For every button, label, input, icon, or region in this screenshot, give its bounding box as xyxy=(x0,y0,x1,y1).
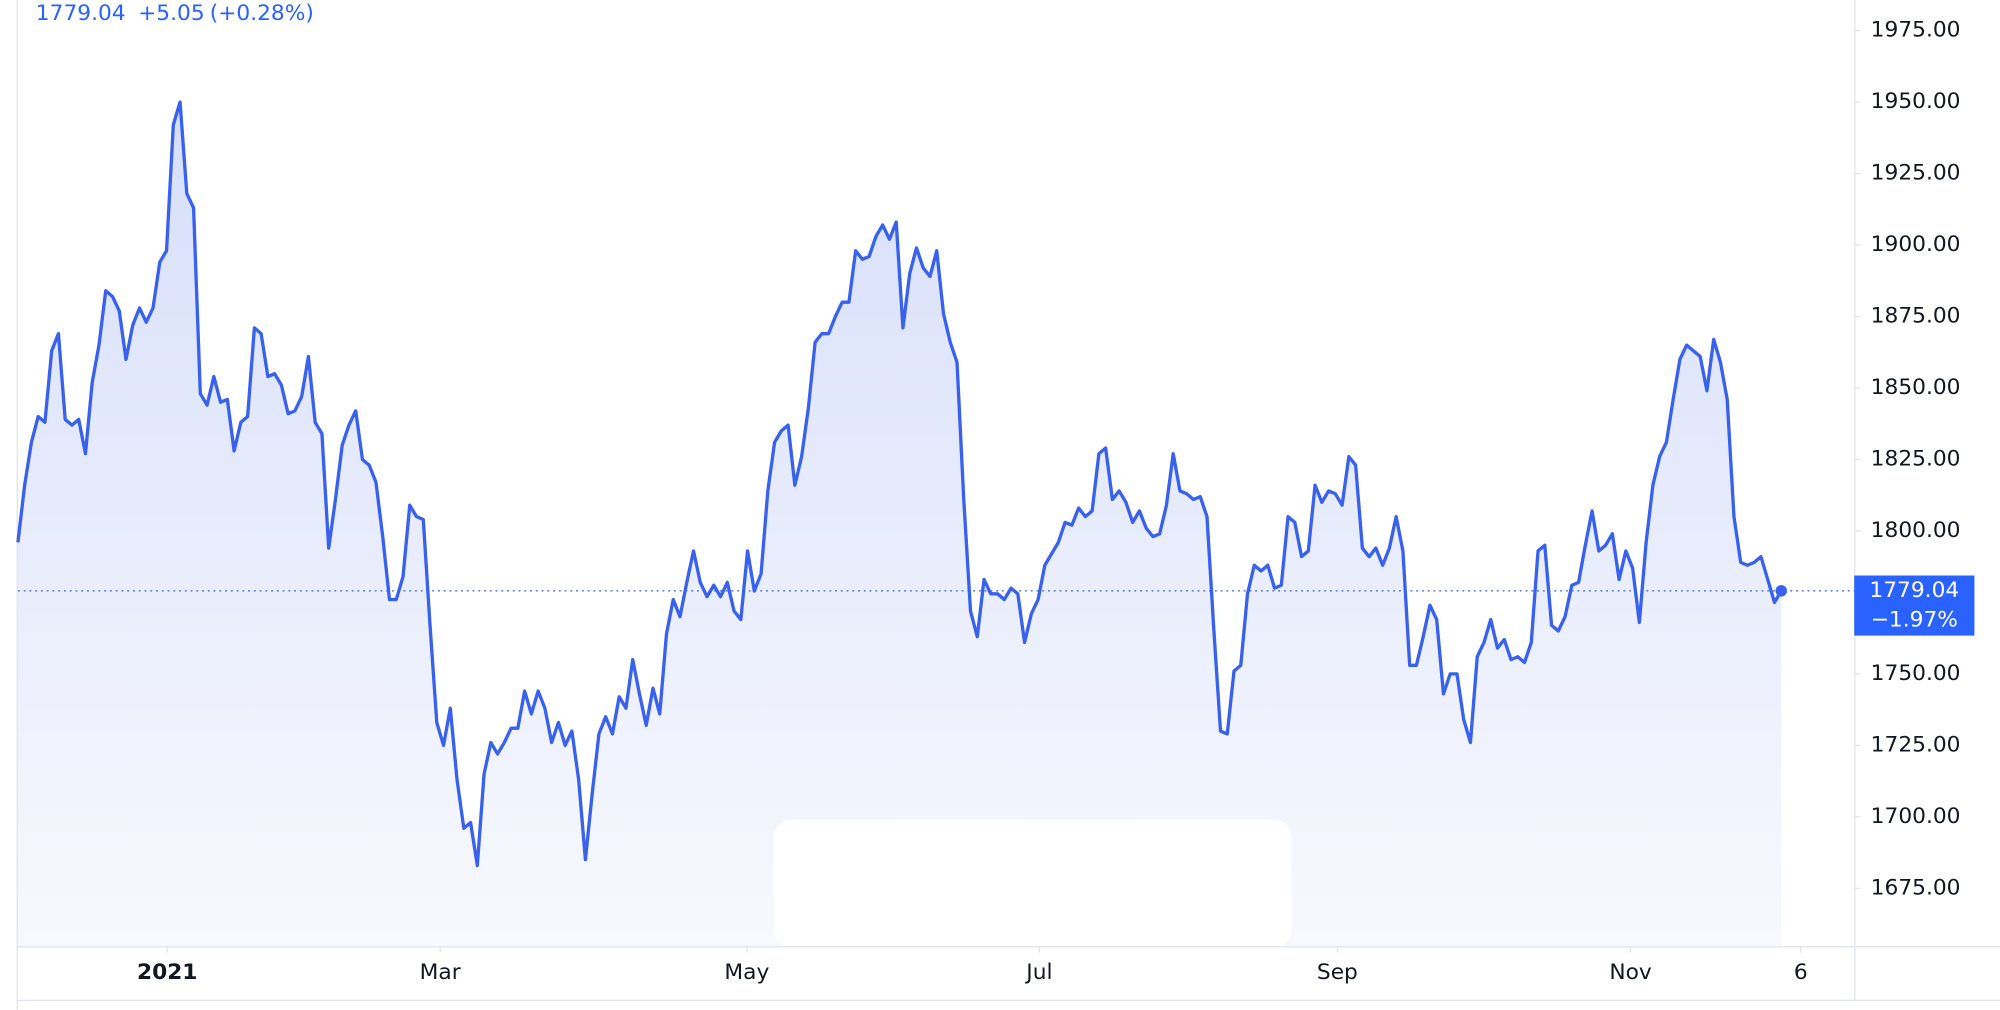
x-tick-label: 2021 xyxy=(137,960,197,985)
header: 1779.04 +5.05 (+0.28%) xyxy=(36,1,314,26)
y-tick-label: 1850.00 xyxy=(1871,375,1961,400)
header-change-percent: (+0.28%) xyxy=(210,1,314,26)
last-price-label: 1779.04 xyxy=(1869,578,1959,603)
y-tick-label: 1975.00 xyxy=(1871,18,1961,43)
y-tick-label: 1825.00 xyxy=(1871,446,1961,471)
y-tick-label: 1675.00 xyxy=(1871,875,1961,900)
last-price-box xyxy=(1854,575,1975,636)
x-tick-label: 6 xyxy=(1794,960,1808,985)
price-line xyxy=(16,100,1783,868)
y-tick-label: 1900.00 xyxy=(1871,232,1961,257)
y-tick-label: 1800.00 xyxy=(1871,518,1961,543)
y-tick-label: 1925.00 xyxy=(1871,161,1961,186)
y-tick-label: 1700.00 xyxy=(1871,804,1961,829)
x-tick-label: Jul xyxy=(1024,960,1052,985)
foreground: 1675.001700.001725.001750.001775.001800.… xyxy=(16,18,1975,985)
y-tick-label: 1750.00 xyxy=(1871,661,1961,686)
last-change-label: −1.97% xyxy=(1871,607,1958,632)
y-tick-label: 1725.00 xyxy=(1871,732,1961,757)
overlay-panel xyxy=(773,819,1292,948)
header-change: +5.05 xyxy=(138,1,205,26)
x-tick-label: May xyxy=(724,960,769,985)
y-tick-label: 1950.00 xyxy=(1871,89,1961,114)
header-last: 1779.04 xyxy=(36,1,126,26)
area-layer xyxy=(17,102,1782,947)
x-tick-label: Nov xyxy=(1609,960,1652,985)
x-tick-label: Sep xyxy=(1317,960,1358,985)
last-point xyxy=(1775,585,1788,597)
y-tick-label: 1875.00 xyxy=(1871,304,1961,329)
x-tick-label: Mar xyxy=(420,960,461,985)
area xyxy=(17,102,1782,947)
